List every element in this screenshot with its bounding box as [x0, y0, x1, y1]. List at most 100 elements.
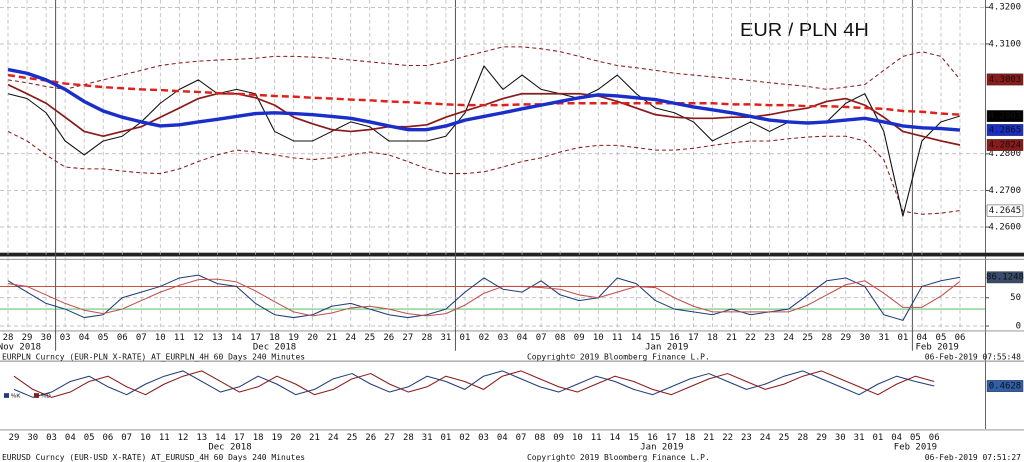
- value-tag: [986, 380, 1024, 392]
- x-tick-label: 29: [22, 333, 33, 343]
- value-tag-label: 4.3003: [989, 75, 1021, 85]
- value-tag: [986, 110, 1024, 122]
- x-tick-label: 02: [479, 333, 490, 343]
- x-tick-label: 17: [234, 433, 245, 443]
- value-tag: [986, 124, 1024, 136]
- x-tick-label: 12: [178, 433, 189, 443]
- x-tick-label: 12: [193, 333, 204, 343]
- x-tick-label: 07: [121, 433, 132, 443]
- value-tag-label: 4.2903: [989, 112, 1021, 122]
- x-tick-label: 30: [41, 333, 52, 343]
- month-label: Dec 2018: [253, 343, 296, 353]
- x-tick-label: 04: [891, 433, 902, 443]
- copyright: Copyright© 2019 Bloomberg Finance L.P.: [527, 453, 710, 462]
- x-tick-label: 13: [212, 333, 223, 343]
- x-tick-label: 15: [628, 433, 639, 443]
- x-tick-label: 03: [478, 433, 489, 443]
- x-tick-label: 26: [383, 333, 394, 343]
- x-tick-label: 11: [591, 433, 602, 443]
- x-tick-label: 28: [403, 433, 414, 443]
- x-tick-label: 04: [517, 333, 528, 343]
- x-tick-label: 31: [441, 333, 452, 343]
- x-tick-label: 24: [760, 433, 771, 443]
- x-tick-label: 31: [422, 433, 433, 443]
- y-tick-label: 4.2700: [989, 186, 1021, 196]
- x-tick-label: 23: [741, 433, 752, 443]
- x-tick-label: 20: [307, 333, 318, 343]
- x-tick-label: 18: [707, 333, 718, 343]
- series-line: [13, 370, 935, 398]
- x-tick-label: 06: [929, 433, 940, 443]
- month-label: Feb 2019: [916, 343, 959, 353]
- x-tick-label: 25: [802, 333, 813, 343]
- legend-label: %D: [41, 394, 51, 400]
- x-tick-label: 21: [326, 333, 337, 343]
- x-tick-label: 22: [745, 333, 756, 343]
- x-tick-label: 17: [688, 333, 699, 343]
- y-tick-label: 4.2600: [989, 223, 1021, 233]
- x-tick-label: 14: [631, 333, 642, 343]
- x-tick-label: 28: [421, 333, 432, 343]
- value-tag-label: 4.2645: [989, 206, 1021, 216]
- y-tick-label: 50: [1010, 293, 1021, 303]
- legend-swatch: [34, 393, 39, 398]
- value-tag: [986, 271, 1024, 284]
- x-tick-label: 03: [498, 333, 509, 343]
- series-line: [7, 130, 961, 215]
- y-tick-label: 4.3200: [989, 3, 1021, 13]
- x-tick-label: 21: [309, 433, 320, 443]
- x-tick-label: 18: [253, 433, 264, 443]
- x-tick-label: 27: [384, 433, 395, 443]
- x-tick-label: 09: [553, 433, 564, 443]
- value-tag: [986, 204, 1024, 217]
- y-tick-label: 4.3100: [989, 40, 1021, 50]
- value-tag-label: 0.4628: [989, 382, 1021, 392]
- x-tick-label: 04: [497, 433, 508, 443]
- x-tick-label: 10: [140, 433, 151, 443]
- series-line: [7, 274, 961, 321]
- x-tick-label: 18: [269, 333, 280, 343]
- value-tag-label: 86.1248: [986, 273, 1024, 283]
- x-tick-label: 21: [726, 333, 737, 343]
- x-tick-label: 19: [288, 333, 299, 343]
- series-line: [7, 67, 961, 132]
- x-tick-label: 06: [102, 433, 113, 443]
- x-tick-label: 14: [610, 433, 621, 443]
- x-tick-label: 01: [460, 333, 471, 343]
- y-tick-label: 4.2800: [989, 149, 1021, 159]
- timestamp: 06-Feb-2019 07:51:27: [925, 453, 1022, 462]
- month-label: Nov 2018: [0, 343, 41, 353]
- x-tick-label: 31: [878, 333, 889, 343]
- month-label: Jan 2019: [640, 443, 683, 453]
- x-tick-label: 07: [536, 333, 547, 343]
- x-tick-label: 07: [136, 333, 147, 343]
- x-tick-label: 07: [516, 433, 527, 443]
- x-tick-label: 08: [534, 433, 545, 443]
- x-tick-label: 31: [854, 433, 865, 443]
- x-tick-label: 28: [3, 333, 14, 343]
- x-tick-label: 02: [459, 433, 470, 443]
- source-note: EURUSD Curncy (EUR-USD X-RATE) AT_EURUSD…: [2, 453, 305, 462]
- chart-title: EUR / PLN 4H: [740, 20, 869, 41]
- x-tick-label: 01: [872, 433, 883, 443]
- x-tick-label: 29: [840, 333, 851, 343]
- timestamp: 06-Feb-2019 07:55:48: [925, 352, 1022, 361]
- x-tick-label: 04: [917, 333, 928, 343]
- x-tick-label: 15: [650, 333, 661, 343]
- x-tick-label: 06: [117, 333, 128, 343]
- x-tick-label: 17: [666, 433, 677, 443]
- x-tick-label: 19: [272, 433, 283, 443]
- series-line: [13, 370, 935, 398]
- month-label: Jan 2019: [645, 343, 688, 353]
- x-tick-label: 26: [365, 433, 376, 443]
- x-tick-label: 25: [779, 433, 790, 443]
- x-tick-label: 28: [821, 333, 832, 343]
- x-tick-label: 06: [955, 333, 966, 343]
- x-tick-label: 22: [722, 433, 733, 443]
- value-tag: [986, 73, 1024, 86]
- x-tick-label: 01: [897, 333, 908, 343]
- x-tick-label: 08: [555, 333, 566, 343]
- x-tick-label: 11: [174, 333, 185, 343]
